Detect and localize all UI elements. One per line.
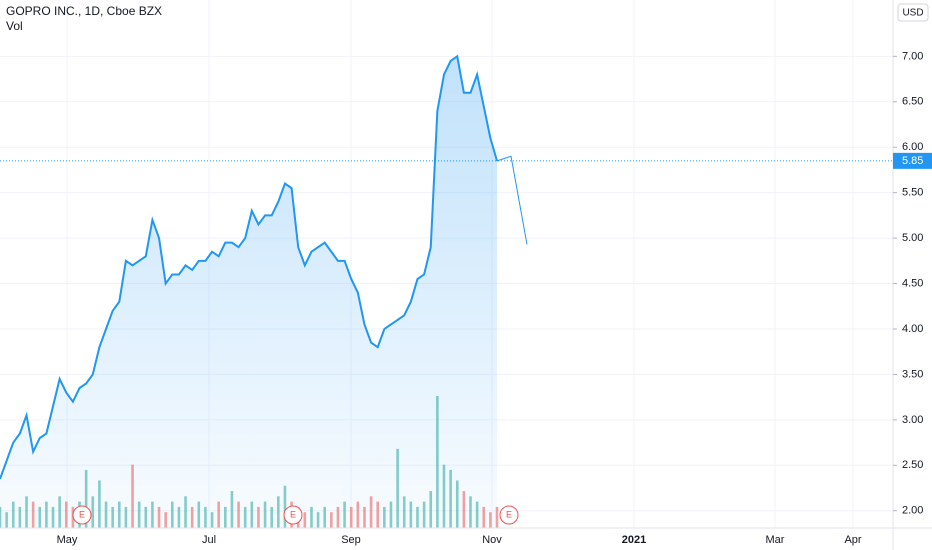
- price-area: [0, 56, 497, 528]
- earnings-label: E: [506, 509, 512, 519]
- y-tick-label: 5.50: [902, 187, 923, 199]
- y-tick-label: 6.50: [902, 96, 923, 108]
- x-tick-label: Mar: [766, 534, 785, 546]
- last-price-box: [893, 152, 932, 169]
- y-tick-label: 3.00: [902, 414, 923, 426]
- y-tick-label: 2.00: [902, 505, 923, 517]
- y-tick-label: 6.00: [902, 141, 923, 153]
- y-tick-label: 4.00: [902, 323, 923, 335]
- currency-box[interactable]: [897, 3, 929, 22]
- volume-label: Vol: [6, 19, 23, 33]
- earnings-marker[interactable]: [283, 505, 303, 525]
- chart-title: GOPRO INC., 1D, Cboe BZX: [6, 4, 162, 18]
- x-tick-label: 2021: [622, 534, 646, 546]
- y-tick-label: 5.00: [902, 232, 923, 244]
- currency[interactable]: USD: [902, 8, 923, 19]
- x-tick-label: Nov: [482, 534, 502, 546]
- y-tick-label: 2.50: [902, 459, 923, 471]
- x-tick-label: Apr: [844, 534, 861, 546]
- earnings-label: E: [290, 509, 296, 519]
- last-price-label: 5.85: [902, 155, 923, 167]
- plot: [0, 54, 528, 528]
- y-tick-label: 3.50: [902, 368, 923, 380]
- earnings-marker[interactable]: [72, 505, 92, 525]
- x-tick-label: Jul: [202, 534, 216, 546]
- y-tick-label: 4.50: [902, 277, 923, 289]
- projection-line: [496, 155, 528, 245]
- earnings-marker[interactable]: [499, 505, 519, 525]
- y-tick-label: 7.00: [902, 50, 923, 62]
- price-line: [0, 54, 498, 480]
- earnings-label: E: [79, 509, 85, 519]
- x-tick-label: May: [57, 534, 78, 546]
- x-tick-label: Sep: [341, 534, 361, 546]
